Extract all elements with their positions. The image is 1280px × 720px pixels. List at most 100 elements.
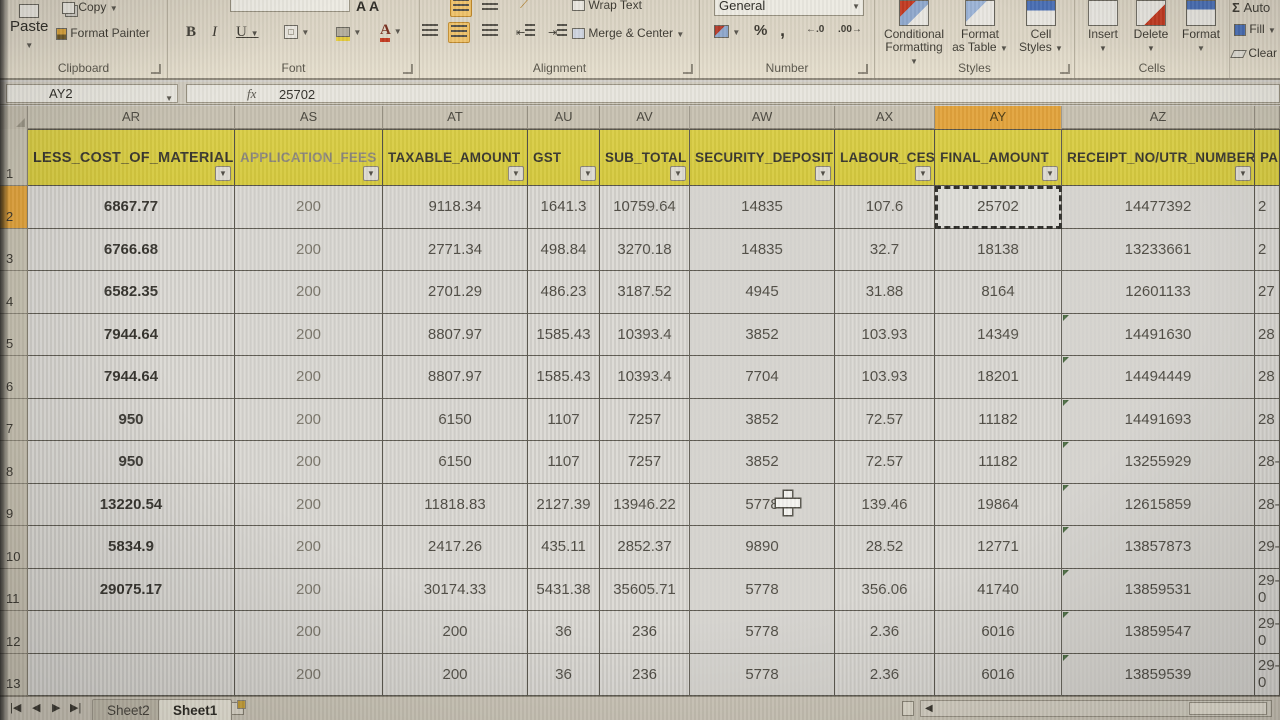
cell[interactable]: 14835: [690, 186, 835, 229]
cell[interactable]: 6867.77: [28, 186, 235, 229]
cell[interactable]: 6016: [935, 653, 1062, 696]
percent-button[interactable]: %: [754, 22, 768, 39]
header-cell-5[interactable]: SECURITY_DEPOSIT ▼: [690, 129, 835, 186]
cell[interactable]: 8164: [935, 271, 1062, 314]
decrease-decimal-button[interactable]: .00→: [838, 24, 862, 35]
cell[interactable]: 236: [600, 653, 690, 696]
cell[interactable]: 14494449: [1062, 356, 1255, 399]
cell[interactable]: 139.46: [835, 483, 935, 526]
row-number-7[interactable]: 7: [0, 398, 28, 441]
autosum-button[interactable]: Σ Auto: [1232, 0, 1271, 15]
cell[interactable]: 1107: [528, 441, 600, 484]
cell-styles-button[interactable]: Cell Styles ▼: [1013, 0, 1069, 55]
row-number-9[interactable]: 9: [0, 483, 28, 526]
cell[interactable]: 31.88: [835, 271, 935, 314]
first-sheet-button[interactable]: |◀: [10, 702, 22, 714]
cell[interactable]: 200: [383, 653, 528, 696]
cell[interactable]: 14835: [690, 228, 835, 271]
header-cell-3[interactable]: GST ▼: [528, 129, 600, 186]
align-left-button[interactable]: [422, 24, 438, 39]
cell[interactable]: 6150: [383, 441, 528, 484]
filter-dropdown-icon[interactable]: ▼: [580, 166, 596, 181]
name-box-dropdown[interactable]: ▼: [165, 94, 173, 103]
header-cell-0[interactable]: LESS_COST_OF_MATERIALS ▼: [28, 129, 235, 186]
cell[interactable]: 1585.43: [528, 313, 600, 356]
cell[interactable]: 14491693: [1062, 398, 1255, 441]
cell[interactable]: 14477392: [1062, 186, 1255, 229]
cell[interactable]: 10393.4: [600, 356, 690, 399]
cell[interactable]: 103.93: [835, 356, 935, 399]
cell[interactable]: 13233661: [1062, 228, 1255, 271]
copy-button[interactable]: Copy ▼: [62, 0, 118, 14]
cell[interactable]: 6150: [383, 398, 528, 441]
cell[interactable]: 29-: [1255, 526, 1280, 569]
accounting-format-button[interactable]: ▼: [714, 24, 740, 39]
header-cell-6[interactable]: LABOUR_CESS ▼: [835, 129, 935, 186]
row-number-8[interactable]: 8: [0, 441, 28, 484]
cell[interactable]: 18138: [935, 228, 1062, 271]
cell[interactable]: 3270.18: [600, 228, 690, 271]
delete-cells-button[interactable]: Delete ▼: [1127, 0, 1175, 55]
cell[interactable]: 200: [235, 228, 383, 271]
cell[interactable]: 1585.43: [528, 356, 600, 399]
cell[interactable]: 7944.64: [28, 313, 235, 356]
cell[interactable]: 3187.52: [600, 271, 690, 314]
header-cell-7[interactable]: FINAL_AMOUNT ▼: [935, 129, 1062, 186]
align-center-button[interactable]: [448, 22, 470, 43]
orientation-button[interactable]: ⟋: [520, 0, 530, 11]
cell[interactable]: 8807.97: [383, 313, 528, 356]
filter-dropdown-icon[interactable]: ▼: [815, 166, 831, 181]
column-header-partial[interactable]: [1255, 106, 1280, 129]
cell[interactable]: 2771.34: [383, 228, 528, 271]
cell[interactable]: 13946.22: [600, 483, 690, 526]
cell[interactable]: 32.7: [835, 228, 935, 271]
cell[interactable]: 200: [235, 441, 383, 484]
cell[interactable]: 12601133: [1062, 271, 1255, 314]
cell[interactable]: 8807.97: [383, 356, 528, 399]
cell[interactable]: 13859531: [1062, 568, 1255, 611]
cell[interactable]: 29-0: [1255, 653, 1280, 696]
cell[interactable]: 9118.34: [383, 186, 528, 229]
cell[interactable]: 7257: [600, 441, 690, 484]
cell[interactable]: 10759.64: [600, 186, 690, 229]
row-number-6[interactable]: 6: [0, 356, 28, 399]
cell[interactable]: 200: [235, 653, 383, 696]
cell[interactable]: 11182: [935, 398, 1062, 441]
filter-dropdown-icon[interactable]: ▼: [1235, 166, 1251, 181]
cell[interactable]: 12615859: [1062, 483, 1255, 526]
cell[interactable]: 200: [235, 356, 383, 399]
fill-button[interactable]: Fill ▼: [1234, 22, 1276, 36]
cell[interactable]: 356.06: [835, 568, 935, 611]
conditional-formatting-button[interactable]: Conditional Formatting ▼: [881, 0, 947, 68]
filter-dropdown-icon[interactable]: ▼: [670, 166, 686, 181]
cell[interactable]: 2.36: [835, 653, 935, 696]
row-number-4[interactable]: 4: [0, 271, 28, 314]
cell[interactable]: 11182: [935, 441, 1062, 484]
cell[interactable]: 7704: [690, 356, 835, 399]
header-cell-8[interactable]: RECEIPT_NO/UTR_NUMBER ▼: [1062, 129, 1255, 186]
cell[interactable]: 200: [235, 313, 383, 356]
font-size-buttons[interactable]: A A: [356, 0, 380, 14]
number-dialog-launcher[interactable]: [858, 64, 868, 74]
column-header-AU[interactable]: AU: [528, 106, 600, 129]
cell[interactable]: 18201: [935, 356, 1062, 399]
cell[interactable]: 30174.33: [383, 568, 528, 611]
cell[interactable]: 13857873: [1062, 526, 1255, 569]
alignment-dialog-launcher[interactable]: [683, 64, 693, 74]
decrease-indent-button[interactable]: ⇤: [516, 24, 536, 39]
format-cells-button[interactable]: Format ▼: [1177, 0, 1225, 55]
last-sheet-button[interactable]: ▶|: [70, 702, 82, 714]
cell[interactable]: 107.6: [835, 186, 935, 229]
cell[interactable]: 10393.4: [600, 313, 690, 356]
cell[interactable]: [28, 653, 235, 696]
cell[interactable]: 6016: [935, 611, 1062, 654]
cell[interactable]: 72.57: [835, 441, 935, 484]
next-sheet-button[interactable]: ▶: [52, 702, 61, 714]
font-dialog-launcher[interactable]: [403, 64, 413, 74]
filter-dropdown-icon[interactable]: ▼: [915, 166, 931, 181]
prev-sheet-button[interactable]: ◀: [32, 702, 41, 714]
cell[interactable]: 435.11: [528, 526, 600, 569]
clear-button[interactable]: Clear: [1230, 46, 1277, 60]
cell[interactable]: 5778: [690, 653, 835, 696]
cell[interactable]: 36: [528, 611, 600, 654]
